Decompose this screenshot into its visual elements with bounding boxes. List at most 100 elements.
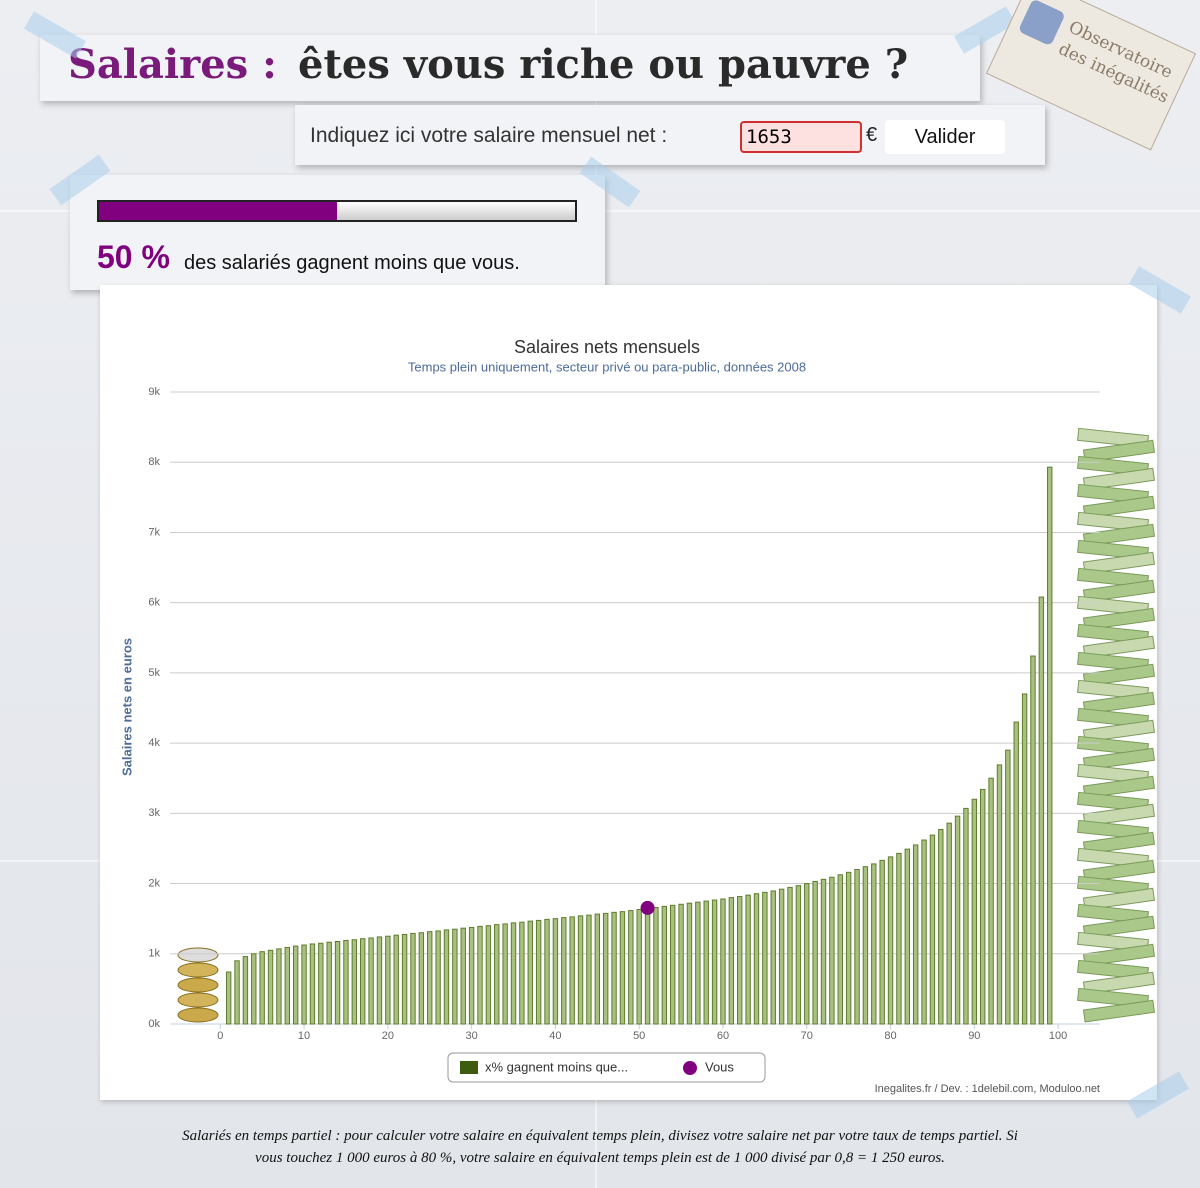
bar	[443, 929, 450, 1025]
banknote	[1082, 635, 1156, 659]
bar	[343, 939, 349, 1025]
validate-button[interactable]: Valider	[885, 120, 1005, 154]
banknote	[1082, 971, 1156, 995]
y-tick-label: 9k	[148, 386, 160, 398]
bar	[535, 919, 542, 1025]
bar	[259, 951, 265, 1025]
y-tick-label: 5k	[148, 667, 160, 679]
y-tick-label: 8k	[148, 456, 160, 468]
bar	[837, 874, 843, 1025]
banknotes	[1077, 427, 1156, 1023]
bar	[1005, 749, 1011, 1025]
salary-input[interactable]: 1653	[740, 121, 862, 153]
bar	[980, 788, 986, 1025]
bar	[276, 948, 282, 1025]
bar	[376, 936, 383, 1025]
banknote	[1082, 607, 1156, 631]
bar	[452, 928, 458, 1025]
bar	[946, 822, 952, 1025]
bar	[686, 902, 693, 1025]
bar	[552, 918, 559, 1025]
banknote	[1082, 551, 1156, 575]
bar	[225, 971, 232, 1025]
bar	[368, 937, 374, 1025]
x-tick-label: 100	[1049, 1030, 1067, 1042]
bar	[778, 888, 785, 1025]
bar	[1038, 596, 1045, 1025]
banknote	[1082, 719, 1156, 743]
bar	[544, 918, 550, 1025]
currency: €	[866, 124, 878, 146]
banknote	[1082, 523, 1156, 547]
bar	[527, 920, 533, 1025]
progress-box: 50 % des salariés gagnent moins que vous…	[70, 175, 605, 290]
y-tick-label: 4k	[148, 737, 160, 749]
y-tick-label: 7k	[148, 526, 160, 538]
bar	[586, 914, 592, 1025]
bar	[1047, 466, 1053, 1025]
bar	[334, 940, 341, 1025]
bar	[904, 848, 910, 1025]
banknote	[1082, 775, 1156, 799]
bar	[728, 897, 735, 1025]
bar	[996, 764, 1003, 1025]
x-tick-label: 30	[465, 1030, 477, 1042]
x-tick-label: 90	[968, 1030, 980, 1042]
bar	[887, 856, 894, 1025]
bar	[577, 915, 584, 1025]
banknote	[1082, 943, 1156, 967]
bar	[351, 939, 358, 1025]
bar	[494, 924, 500, 1025]
bar	[753, 893, 760, 1025]
bar	[862, 866, 869, 1025]
bar	[485, 925, 492, 1025]
legend-label: x% gagnent moins que...	[485, 1059, 628, 1074]
bar	[477, 925, 483, 1025]
banknote	[1082, 495, 1156, 519]
bar	[561, 917, 567, 1025]
banknote	[1082, 663, 1156, 687]
bar	[594, 913, 600, 1025]
bar	[770, 890, 776, 1025]
title-banner: Salaires : êtes vous riche ou pauvre ?	[40, 35, 980, 101]
bar	[954, 815, 961, 1025]
bar	[762, 891, 768, 1025]
bar	[829, 876, 835, 1025]
bar	[988, 777, 994, 1025]
bar	[611, 911, 617, 1025]
bar	[292, 945, 299, 1025]
bar	[804, 883, 810, 1025]
progress-fill	[99, 202, 337, 220]
banknote	[1082, 439, 1156, 463]
form-box: Indiquez ici votre salaire mensuel net :…	[295, 105, 1045, 165]
x-tick-label: 10	[298, 1030, 310, 1042]
bar	[569, 916, 575, 1025]
y-tick-label: 3k	[148, 807, 160, 819]
x-tick-label: 40	[549, 1030, 561, 1042]
bar	[468, 926, 475, 1025]
bar	[670, 904, 676, 1025]
chart-title: Salaires nets mensuels	[514, 337, 700, 357]
bar	[845, 871, 852, 1025]
title-part2: êtes vous riche ou pauvre ?	[298, 41, 909, 88]
legend-marker	[683, 1061, 697, 1075]
bar	[360, 938, 366, 1025]
bar	[661, 905, 668, 1025]
bar	[234, 960, 240, 1025]
y-tick-label: 6k	[148, 597, 160, 609]
banknote	[1082, 887, 1156, 911]
bar	[854, 869, 860, 1025]
bar	[1013, 721, 1019, 1025]
form-label: Indiquez ici votre salaire mensuel net :	[310, 124, 668, 147]
coins	[177, 947, 219, 1023]
chart-subtitle: Temps plein uniquement, secteur privé ou…	[408, 359, 806, 374]
bar	[619, 911, 626, 1025]
bar	[938, 828, 944, 1025]
bar	[695, 901, 701, 1025]
bar	[309, 943, 316, 1025]
credits: Inegalites.fr / Dev. : 1delebil.com, Mod…	[875, 1083, 1100, 1095]
bar	[242, 956, 249, 1025]
bar	[602, 912, 609, 1025]
bar	[435, 930, 441, 1025]
